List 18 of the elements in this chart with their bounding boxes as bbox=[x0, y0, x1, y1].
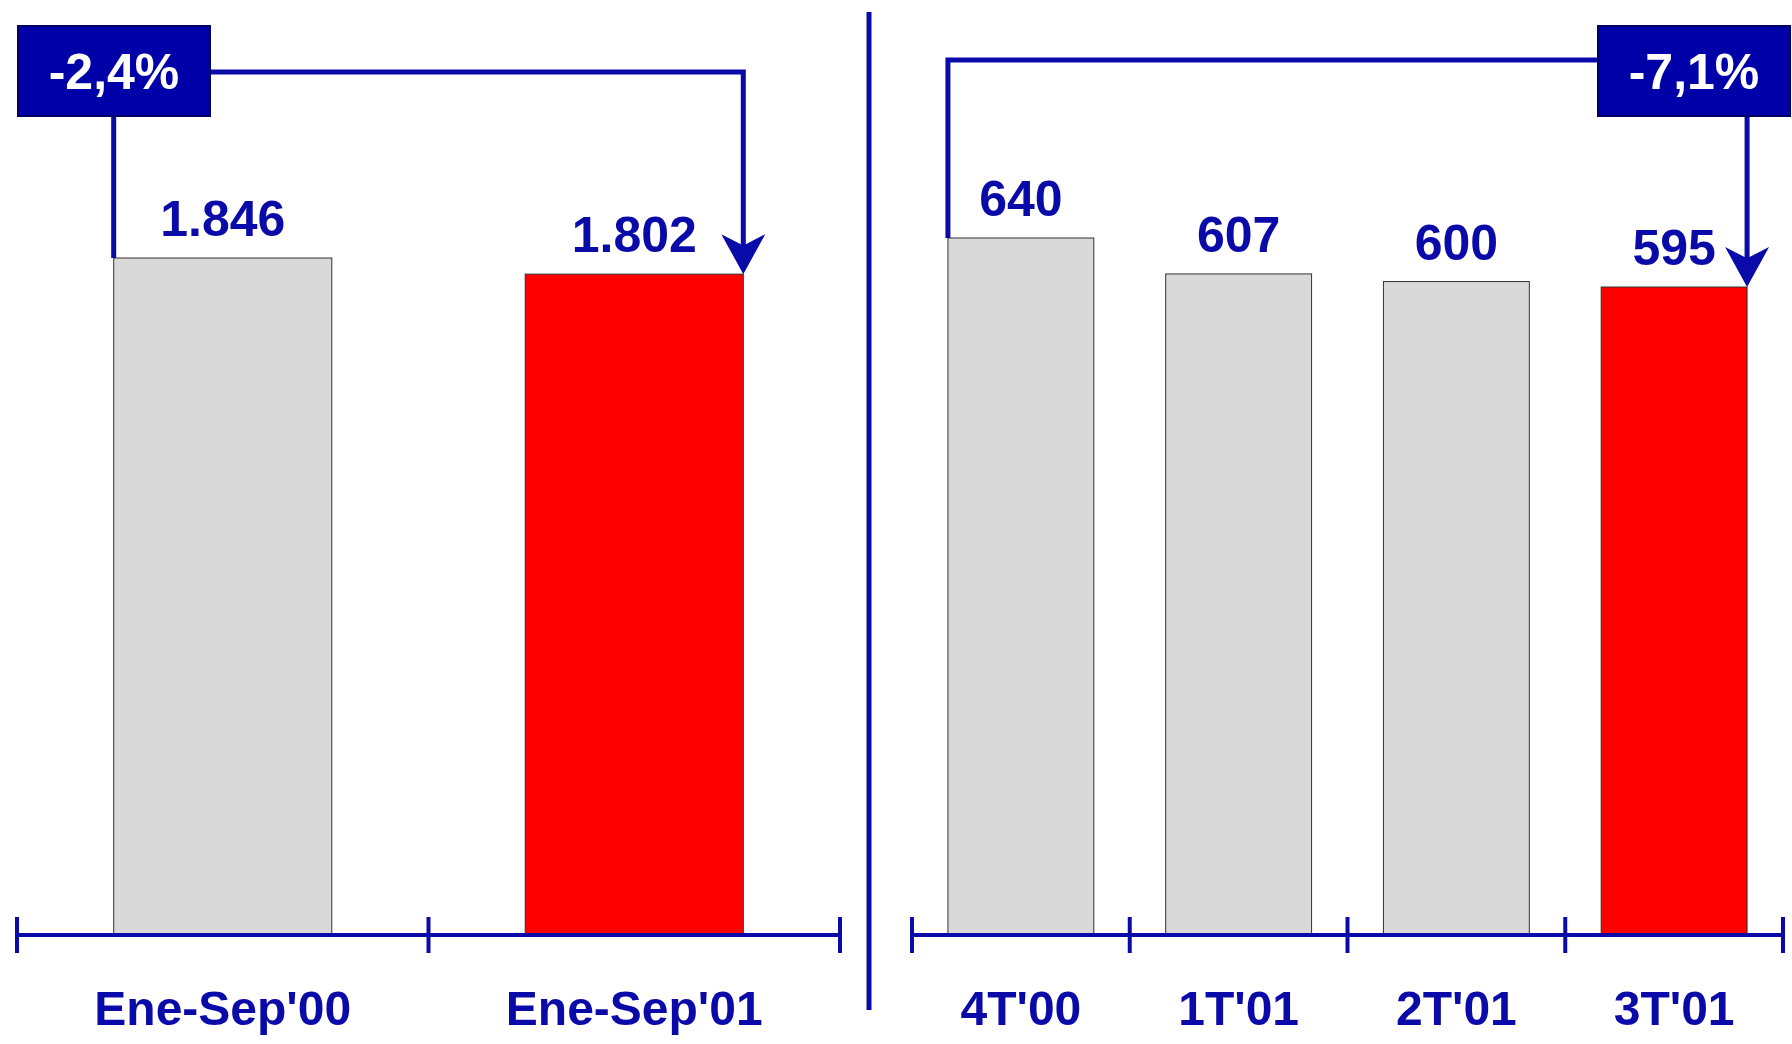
bar bbox=[947, 237, 1095, 936]
x-tick-label: Ene-Sep'00 bbox=[94, 982, 352, 1035]
x-tick-label: 1T'01 bbox=[1178, 982, 1300, 1035]
x-tick-label: 3T'01 bbox=[1613, 982, 1735, 1035]
data-label: 600 bbox=[1414, 214, 1499, 271]
x-tick-label: 4T'00 bbox=[960, 982, 1082, 1035]
text: -7,1% bbox=[1628, 44, 1760, 100]
text: -2,4% bbox=[48, 44, 180, 100]
data-label: 607 bbox=[1196, 206, 1281, 263]
x-tick-label: Ene-Sep'01 bbox=[505, 982, 763, 1035]
x-tick-label: 2T'01 bbox=[1395, 982, 1517, 1035]
data-label: 640 bbox=[979, 171, 1063, 227]
data-label: 1.802 bbox=[571, 207, 697, 264]
bar bbox=[1382, 281, 1530, 936]
bar bbox=[1600, 286, 1748, 936]
data-label: 1.846 bbox=[160, 191, 286, 247]
bar bbox=[1165, 273, 1313, 936]
data-label: 595 bbox=[1632, 220, 1716, 277]
